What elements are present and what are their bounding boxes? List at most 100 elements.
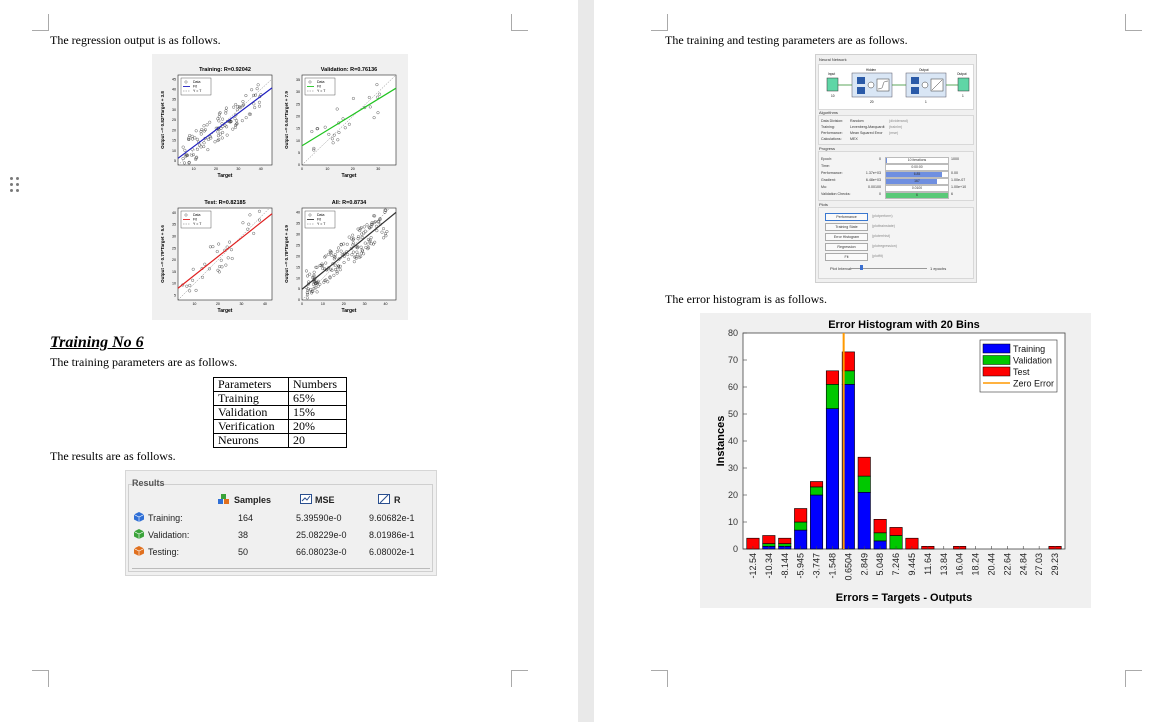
progress-bar: 6.85 — [885, 170, 949, 178]
data-point — [316, 127, 320, 131]
data-point — [216, 139, 220, 143]
data-point — [247, 222, 251, 226]
legend-entry: Data — [193, 80, 200, 84]
table-cell: Training — [213, 391, 289, 406]
legend-entry: Fit — [317, 218, 321, 222]
data-point — [338, 268, 342, 272]
histogram-bar-test — [873, 519, 887, 534]
plot-button[interactable]: Regression — [825, 243, 868, 251]
legend-swatch — [982, 355, 1011, 365]
data-point — [363, 229, 367, 233]
data-point — [205, 123, 209, 127]
x-tick-label: 30 — [236, 167, 240, 171]
crop-mark — [511, 670, 528, 687]
results-r: 8.01986e-1 — [369, 530, 415, 540]
x-tick-label: 22.64 — [1002, 553, 1012, 576]
cube-icon — [133, 512, 145, 522]
plot-interval-slider[interactable] — [849, 268, 927, 269]
data-point — [201, 275, 204, 279]
data-point — [203, 262, 207, 266]
x-tick-label: 18.24 — [971, 553, 981, 576]
x-tick-label: 11.64 — [923, 553, 933, 575]
data-point — [305, 291, 309, 295]
panel-xlabel: Target — [218, 308, 233, 314]
data-point — [188, 283, 192, 287]
x-tick-label: 10 — [192, 167, 196, 171]
data-point — [332, 133, 336, 137]
progress-end: 6 — [951, 192, 953, 196]
progress-bar: 10 iterations — [885, 156, 949, 164]
data-point — [235, 122, 239, 126]
slider-thumb[interactable] — [860, 265, 863, 270]
table-header-row: Parameters Numbers — [213, 377, 347, 392]
data-point — [338, 264, 342, 268]
data-point — [358, 229, 362, 233]
table-cell: Validation — [213, 405, 289, 420]
y-tick-label: 30 — [296, 90, 300, 94]
data-point — [312, 278, 316, 282]
algorithm-hint: (trainlm) — [889, 125, 903, 129]
legend-marker — [184, 213, 188, 217]
data-point — [354, 245, 358, 249]
data-point — [330, 250, 334, 254]
data-point — [372, 214, 376, 218]
progress-start: 0 — [879, 192, 881, 196]
data-point — [207, 138, 211, 141]
column-header: MSE — [315, 495, 335, 505]
params-table: Parameters Numbers Training 65% Validatio… — [213, 377, 347, 448]
progress-value: 6.85 — [913, 171, 921, 176]
plot-button[interactable]: Error Histogram — [825, 233, 868, 241]
data-point — [246, 227, 250, 231]
data-point — [253, 106, 257, 110]
data-point — [219, 258, 223, 262]
regression-panel: All: R=0.8734 Target Output ~= 0.78*Target… — [284, 200, 397, 314]
plot-button[interactable]: Fit — [825, 253, 868, 261]
data-point — [375, 83, 379, 87]
mse-icon — [300, 494, 312, 507]
data-point — [208, 120, 212, 124]
data-point — [255, 87, 259, 91]
data-point — [378, 92, 382, 96]
crop-mark — [511, 14, 528, 31]
data-point — [226, 256, 230, 260]
section-heading: Training No 6 — [50, 334, 144, 351]
data-point — [356, 245, 360, 249]
data-point — [187, 160, 191, 164]
data-point — [312, 286, 316, 290]
progress-end: 1.00e-07 — [951, 178, 966, 182]
y-tick-label: 20 — [172, 258, 176, 262]
y-tick-label: 45 — [172, 77, 176, 81]
legend-entry: Y = T — [317, 222, 326, 226]
plot-hint: (plottrainstate) — [872, 224, 895, 228]
x-tick-label: 10 — [192, 302, 196, 306]
y-tick-label: 5 — [174, 293, 176, 297]
plot-button[interactable]: Performance — [825, 213, 868, 221]
x-tick-label: 7.246 — [891, 553, 901, 576]
algorithm-value: Random — [850, 119, 864, 123]
panel-title: Training: R=0.92042 — [199, 67, 251, 73]
y-tick-label: 35 — [172, 98, 176, 102]
data-point — [362, 231, 366, 235]
data-point — [378, 218, 382, 222]
data-point — [347, 235, 351, 239]
data-point — [228, 240, 232, 244]
data-point — [373, 214, 377, 218]
panel-title: All: R=0.8734 — [332, 200, 367, 206]
data-point — [216, 134, 220, 138]
drag-handle-icon[interactable] — [10, 177, 22, 193]
data-point — [241, 100, 245, 104]
regression-plots: Training: R=0.92042 Target Output ~= 0.82*… — [160, 67, 397, 314]
data-point — [244, 94, 248, 98]
data-point — [183, 154, 187, 158]
plot-button[interactable]: Training State — [825, 223, 868, 231]
data-point — [347, 122, 351, 126]
x-tick-label: -10.34 — [764, 553, 774, 579]
data-point — [194, 156, 198, 160]
data-point — [230, 257, 234, 260]
samples-icon — [218, 494, 230, 507]
legend-entry: Y = T — [193, 89, 202, 93]
layer-label: Output — [919, 68, 929, 72]
data-point — [213, 140, 217, 144]
data-point — [319, 264, 323, 268]
data-point — [352, 260, 356, 264]
